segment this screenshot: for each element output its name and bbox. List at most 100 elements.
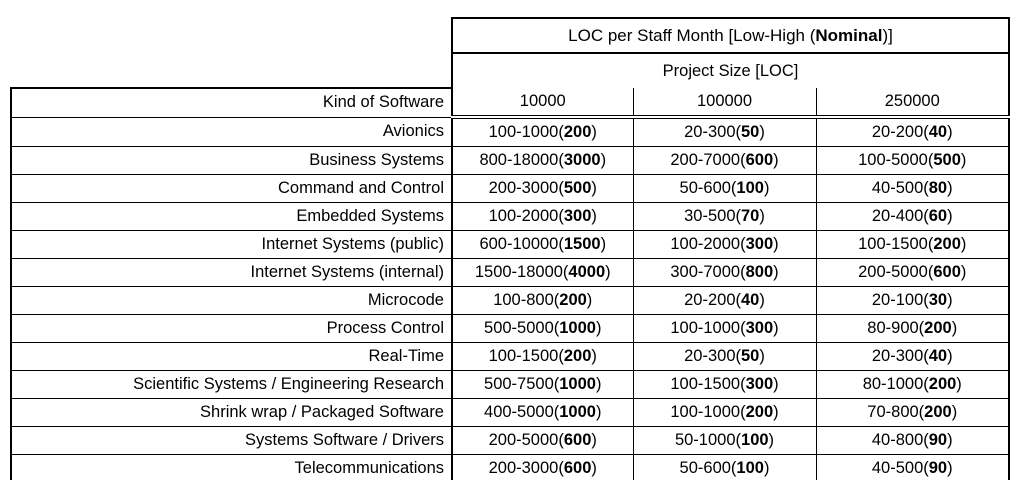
nominal-value: 1000 <box>559 375 596 393</box>
range-text: 20-400( <box>871 207 929 225</box>
range-text: 100-1000( <box>670 319 746 337</box>
range-text: ) <box>960 263 967 281</box>
value-cell: 600-10000(1500) <box>451 230 633 259</box>
range-text: 20-300( <box>684 347 741 365</box>
value-cell: 800-18000(3000) <box>451 146 633 175</box>
range-text: 100-800( <box>493 291 560 309</box>
nominal-value: 90 <box>928 459 948 477</box>
range-text: ) <box>586 291 593 309</box>
title-text: LOC per Staff Month [Low-High ( <box>568 25 816 45</box>
value-cell: 20-200(40) <box>632 286 816 315</box>
value-cell: 100-1000(200) <box>451 117 633 147</box>
nominal-value: 200 <box>933 235 961 253</box>
row-label: Embedded Systems <box>10 202 453 231</box>
nominal-value: 300 <box>745 235 774 253</box>
nominal-value: 200 <box>745 403 774 421</box>
nominal-value: 1000 <box>559 319 596 337</box>
range-text: ) <box>947 431 953 449</box>
range-text: 100-1000( <box>488 123 564 141</box>
table-row: Telecommunications 200-3000(600) 50-600(10… <box>10 454 1010 480</box>
value-cell: 400-5000(1000) <box>451 398 633 427</box>
blank-corner <box>11 53 452 88</box>
range-text: 500-5000( <box>484 319 560 337</box>
value-cell: 500-7500(1000) <box>451 370 633 399</box>
nominal-value: 200 <box>924 319 952 337</box>
range-text: ) <box>591 179 597 197</box>
range-text: ) <box>759 207 765 225</box>
value-cell: 20-300(40) <box>815 342 1010 371</box>
row-label: Internet Systems (internal) <box>10 258 453 287</box>
nominal-value: 500 <box>933 151 961 169</box>
range-text: ) <box>960 151 967 169</box>
range-text: 50-600( <box>679 459 737 477</box>
row-label: Business Systems <box>10 146 453 175</box>
range-text: ) <box>773 235 779 253</box>
range-text: ) <box>600 151 607 169</box>
range-text: ) <box>947 179 953 197</box>
value-cell: 80-900(200) <box>815 314 1010 343</box>
value-cell: 20-200(40) <box>815 117 1010 147</box>
value-cell: 50-600(100) <box>632 454 816 480</box>
nominal-value: 1000 <box>559 403 596 421</box>
nominal-value: 100 <box>736 459 764 477</box>
range-text: 20-300( <box>871 347 929 365</box>
range-text: ) <box>951 319 958 337</box>
row-label: Telecommunications <box>10 454 453 480</box>
range-text: ) <box>947 347 953 365</box>
table-row: Avionics 100-1000(200) 20-300(50) 20-200(40… <box>10 117 1010 147</box>
table-row: Business Systems 800-18000(3000) 200-7000(… <box>10 146 1010 175</box>
size-column-10000: 10000 <box>451 88 633 119</box>
value-cell: 100-1000(200) <box>632 398 816 427</box>
range-text: ) <box>947 459 953 477</box>
value-cell: 30-500(70) <box>632 202 816 231</box>
range-text: ) <box>773 263 779 281</box>
range-text: ) <box>605 263 611 281</box>
range-text: 50-600( <box>679 179 737 197</box>
range-text: 20-100( <box>871 291 929 309</box>
nominal-value: 60 <box>928 207 948 225</box>
range-text: 30-500( <box>684 207 741 225</box>
range-text: ) <box>591 459 597 477</box>
value-cell: 50-1000(100) <box>632 426 816 455</box>
range-text: ) <box>960 235 967 253</box>
range-text: ) <box>768 431 775 449</box>
value-cell: 1500-18000(4000) <box>451 258 633 287</box>
table-row: Shrink wrap / Packaged Software 400-5000(… <box>10 398 1010 427</box>
range-text: 300-7000( <box>670 263 746 281</box>
range-text: 80-1000( <box>862 375 929 393</box>
range-text: 100-1500( <box>858 235 934 253</box>
range-text: ) <box>600 235 607 253</box>
row-label: Real-Time <box>10 342 453 371</box>
table-row: Command and Control 200-3000(500) 50-600(1… <box>10 174 1010 203</box>
table-row: Real-Time 100-1500(200) 20-300(50) 20-300(4… <box>10 342 1010 371</box>
range-text: 40-500( <box>871 179 929 197</box>
range-text: 200-3000( <box>488 179 564 197</box>
range-text: 100-2000( <box>488 207 564 225</box>
range-text: 20-200( <box>871 123 929 141</box>
range-text: 80-900( <box>867 319 925 337</box>
range-text: 100-1500( <box>670 375 746 393</box>
nominal-value: 200 <box>563 123 592 141</box>
value-cell: 80-1000(200) <box>815 370 1010 399</box>
range-text: ) <box>947 291 953 309</box>
blank-corner <box>11 18 452 53</box>
value-cell: 20-100(30) <box>815 286 1010 315</box>
value-cell: 50-600(100) <box>632 174 816 203</box>
range-text: ) <box>591 123 597 141</box>
nominal-value: 600 <box>933 263 961 281</box>
range-text: ) <box>763 179 770 197</box>
value-cell: 100-1500(200) <box>815 230 1010 259</box>
nominal-value: 40 <box>741 291 760 309</box>
value-cell: 300-7000(800) <box>632 258 816 287</box>
nominal-value: 300 <box>563 207 592 225</box>
range-text: ) <box>595 403 602 421</box>
range-text: ) <box>763 459 770 477</box>
nominal-value: 30 <box>928 291 948 309</box>
row-label: Scientific Systems / Engineering Researc… <box>10 370 453 399</box>
range-text: ) <box>773 403 779 421</box>
row-label: Systems Software / Drivers <box>10 426 453 455</box>
range-text: 100-2000( <box>670 235 746 253</box>
range-text: ) <box>947 123 953 141</box>
value-cell: 20-400(60) <box>815 202 1010 231</box>
